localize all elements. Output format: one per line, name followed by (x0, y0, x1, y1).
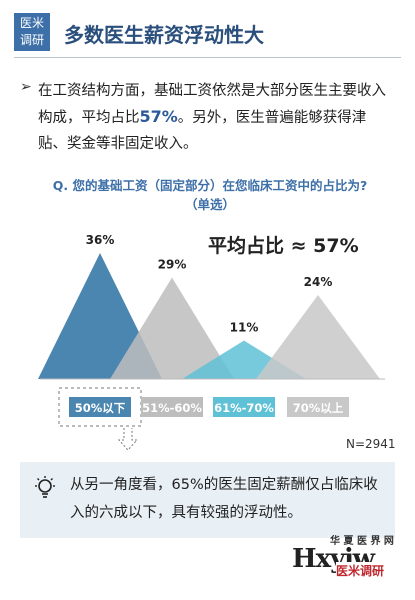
lightbulb-icon (35, 476, 55, 498)
question-line-2: （单选） (184, 197, 235, 212)
bullet-arrow-icon: ➢ (20, 79, 32, 95)
intro-text-pre: 在工资结构方面，基础工资依然是大部分医生主要收入构成，平均占比 (38, 83, 386, 126)
category-box-3 (213, 397, 275, 417)
logo-sub-text: 医米调研 (336, 562, 385, 579)
site-logo: 华 夏 医 界 网 Hxyjw 医米调研 (290, 532, 408, 596)
badge-line-1: 医米 (19, 16, 44, 30)
badge-line-2: 调研 (19, 33, 44, 47)
category-box-2 (141, 397, 203, 417)
value-label-4: 24% (304, 275, 333, 289)
survey-question: Q. 您的基础工资（固定部分）在您临床工资中的占比为? （单选） (20, 176, 400, 214)
distribution-chart: 36% 29% 11% 24% 50%以下 51%-60% 61%-70% 70%以上 (38, 233, 385, 451)
peak-4 (256, 295, 380, 379)
question-line-1: Q. 您的基础工资（固定部分）在您临床工资中的占比为? (52, 178, 368, 193)
intro-text-post: 。另外，医生普遍能够获得津贴、奖金等非固定收入。 (38, 110, 367, 152)
category-box-4 (287, 397, 349, 417)
category-label-2: 51%-60% (142, 401, 202, 415)
intro-highlight: 57% (139, 107, 178, 126)
brand-badge: 医米 调研 (14, 13, 50, 51)
category-label-1: 50%以下 (75, 401, 126, 415)
average-label: 平均占比 ≈ 57% (208, 235, 359, 257)
value-label-3: 11% (230, 321, 259, 335)
header: 医米 调研 多数医生薪资浮动性大 (0, 0, 415, 62)
note-text: 从另一角度看，65%的医生固定薪酬仅占临床收入的六成以下，具有较强的浮动性。 (70, 477, 378, 521)
peak-2 (110, 277, 234, 379)
value-label-2: 29% (158, 258, 187, 272)
category-box-1 (69, 397, 131, 417)
header-divider (14, 57, 401, 58)
logo-top-text: 华 夏 医 界 网 (330, 536, 394, 547)
pointer-arrow-icon (117, 428, 139, 451)
sample-size: N=2941 (346, 437, 396, 451)
note-box (20, 462, 395, 538)
category-label-4: 70%以上 (293, 401, 344, 415)
category-label-3: 61%-70% (214, 401, 274, 415)
value-label-1: 36% (86, 233, 115, 247)
page-title: 多数医生薪资浮动性大 (64, 23, 264, 47)
intro-paragraph: 在工资结构方面，基础工资依然是大部分医生主要收入构成，平均占比57%。另外，医生… (38, 78, 388, 157)
